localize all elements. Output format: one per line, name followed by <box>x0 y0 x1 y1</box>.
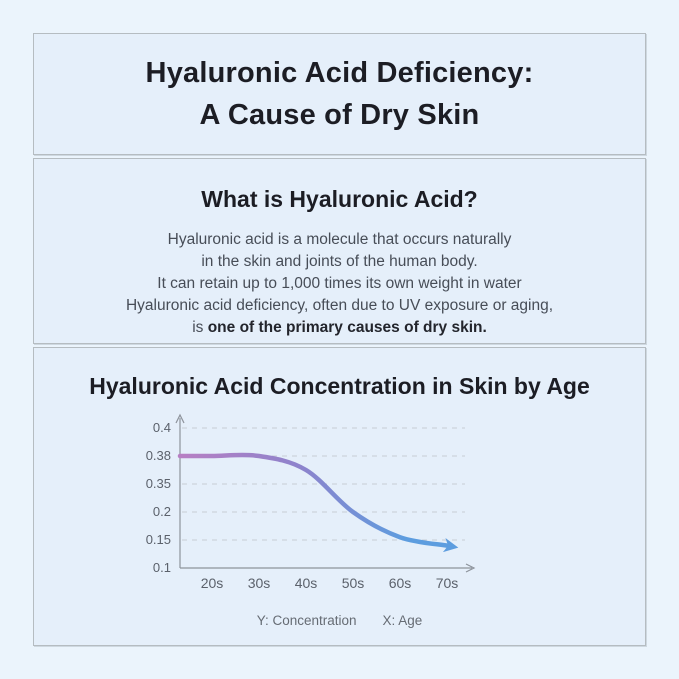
about-line: Hyaluronic acid is a molecule that occur… <box>167 231 512 248</box>
x-tick-label: 40s <box>294 575 317 591</box>
y-tick-label: 0.35 <box>145 476 170 491</box>
y-tick-label: 0.1 <box>152 560 170 575</box>
x-tick-label: 30s <box>247 575 270 591</box>
chart-heading: Hyaluronic Acid Concentration in Skin by… <box>89 373 590 399</box>
about-body: Hyaluronic acid is a molecule that occur… <box>34 229 645 339</box>
concentration-line-chart: 0.4 0.38 0.35 0.2 0.15 0.1 20s 30s 40s 50s 60s 70s <box>34 408 645 613</box>
about-line: It can retain up to 1,000 times its own … <box>157 275 522 292</box>
page-title: Hyaluronic Acid Deficiency: A Cause of D… <box>146 52 534 136</box>
x-tick-label: 20s <box>200 575 223 591</box>
y-axis-caption: Y: Concentration <box>256 613 357 628</box>
about-heading: What is Hyaluronic Acid? <box>201 186 478 212</box>
y-tick-label: 0.4 <box>152 420 170 435</box>
about-line-bold: one of the primary causes of dry skin. <box>207 319 487 336</box>
axis-legend: Y: Concentration X: Age <box>34 613 645 628</box>
page-title-line2: A Cause of Dry Skin <box>199 99 480 131</box>
about-line-prefix: is <box>192 319 208 336</box>
x-tick-label: 70s <box>435 575 458 591</box>
chart-svg: 0.4 0.38 0.35 0.2 0.15 0.1 20s 30s 40s 50s 60s 70s <box>145 413 475 591</box>
x-tick-label: 50s <box>341 575 364 591</box>
about-line-emphasis: is one of the primary causes of dry skin… <box>34 317 645 339</box>
y-tick-label: 0.2 <box>152 504 170 519</box>
about-card: What is Hyaluronic Acid? Hyaluronic acid… <box>33 158 646 344</box>
x-tick-label: 60s <box>388 575 411 591</box>
about-line: in the skin and joints of the human body… <box>201 253 478 270</box>
y-tick-label: 0.15 <box>145 532 170 547</box>
title-card: Hyaluronic Acid Deficiency: A Cause of D… <box>33 33 646 155</box>
page-title-line1: Hyaluronic Acid Deficiency: <box>145 57 534 89</box>
concentration-curve <box>177 452 458 553</box>
x-axis-caption: X: Age <box>382 613 423 628</box>
chart-card: Hyaluronic Acid Concentration in Skin by… <box>33 347 646 646</box>
about-line: Hyaluronic acid deficiency, often due to… <box>125 297 554 314</box>
y-tick-label: 0.38 <box>145 448 170 463</box>
